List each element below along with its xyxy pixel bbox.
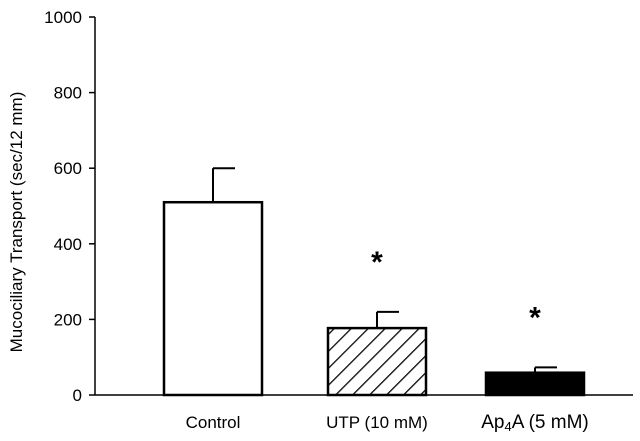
- y-tick-label: 600: [54, 159, 82, 178]
- bars: [162, 167, 586, 397]
- x-category-label: Control: [186, 413, 241, 432]
- y-axis-label: Mucociliary Transport (sec/12 mm): [7, 92, 26, 353]
- bar: [326, 326, 428, 397]
- significance-marker: *: [529, 301, 541, 334]
- y-tick-label: 0: [73, 386, 82, 405]
- bar: [162, 200, 264, 397]
- x-category-label: UTP (10 mM): [326, 413, 428, 432]
- y-tick-label: 400: [54, 235, 82, 254]
- y-tick-label: 1000: [44, 8, 82, 27]
- x-category-label: Ap4A (5 mM): [481, 412, 589, 434]
- significance-marker: *: [371, 246, 383, 279]
- y-tick-label: 200: [54, 310, 82, 329]
- y-tick-label: 800: [54, 84, 82, 103]
- bar: [484, 371, 586, 397]
- labels: Control * UTP (10 mM) * Ap4A (5 mM): [186, 246, 589, 434]
